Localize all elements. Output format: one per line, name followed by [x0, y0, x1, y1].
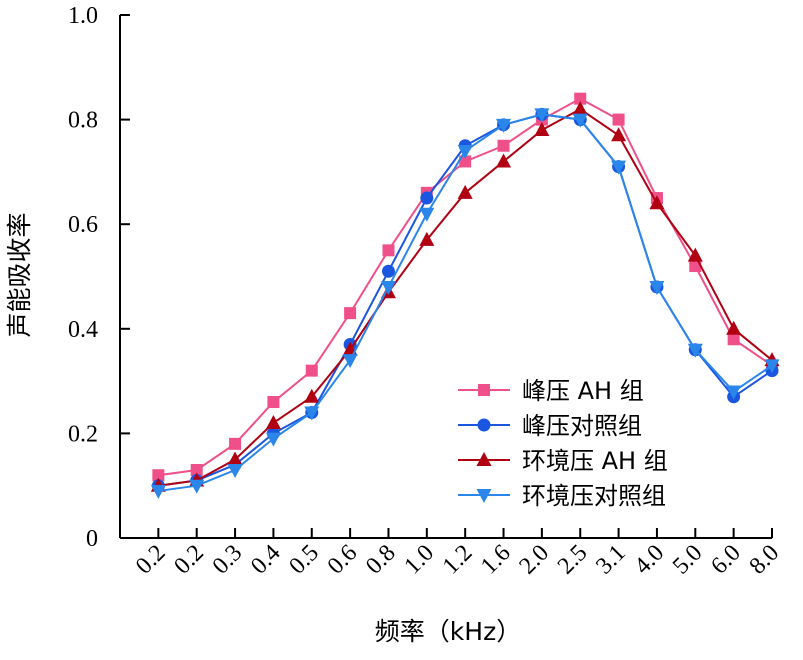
series-line [158, 113, 773, 487]
y-axis-title: 声能吸收率 [5, 212, 34, 337]
data-point [726, 385, 742, 400]
data-point [727, 333, 740, 346]
data-point [497, 139, 510, 152]
data-point [459, 155, 472, 168]
data-point [611, 160, 627, 175]
x-tick-label: 0.3 [208, 540, 248, 580]
data-point [419, 231, 435, 246]
data-point [611, 127, 627, 142]
y-tick-label: 0.4 [68, 317, 98, 343]
data-point [687, 343, 703, 358]
x-tick-label: 0.8 [361, 540, 401, 580]
data-point [649, 195, 665, 210]
data-point [265, 432, 281, 447]
data-point [342, 354, 358, 369]
data-point [382, 244, 395, 257]
series-line [158, 113, 773, 492]
data-point [229, 437, 242, 450]
data-point [574, 92, 587, 105]
data-point [304, 406, 320, 421]
y-tick-label: 0.6 [68, 212, 98, 238]
y-tick-label: 0.2 [68, 421, 98, 447]
x-tick-label: 1.0 [399, 540, 439, 580]
x-tick-label: 0.4 [246, 540, 286, 580]
data-point [344, 307, 357, 320]
x-tick-label: 1.6 [476, 540, 516, 580]
x-axis-ticks: 0.20.20.30.40.50.60.81.01.21.62.02.53.14… [131, 528, 784, 579]
data-point [534, 122, 550, 137]
x-tick-label: 3.1 [591, 540, 631, 580]
x-tick-label: 1.2 [438, 540, 478, 580]
data-point [649, 280, 665, 295]
data-point [420, 191, 434, 205]
legend-label: 峰压对照组 [522, 412, 642, 440]
data-point [190, 464, 203, 477]
x-tick-label: 0.2 [131, 540, 171, 580]
legend-item: 环境压对照组 [458, 482, 666, 510]
data-point [380, 280, 396, 295]
data-point [496, 118, 512, 133]
data-point [227, 464, 243, 479]
legend-item: 峰压对照组 [458, 412, 642, 440]
data-point [189, 479, 205, 494]
data-point [687, 247, 703, 262]
data-point [304, 388, 320, 403]
data-point [496, 153, 512, 168]
data-point [152, 469, 165, 482]
y-tick-label: 0.8 [68, 108, 98, 134]
data-point [764, 359, 780, 374]
x-tick-label: 2.5 [553, 540, 593, 580]
x-axis-title: 频率（kHz） [375, 617, 521, 646]
data-point [476, 452, 492, 466]
legend-label: 环境压 AH 组 [522, 447, 668, 475]
data-point [150, 484, 166, 499]
y-tick-label: 1.0 [68, 3, 98, 29]
data-point [267, 396, 280, 409]
data-point [227, 451, 243, 466]
data-point [726, 320, 742, 335]
x-tick-label: 0.2 [169, 540, 209, 580]
data-point [612, 113, 625, 126]
data-point [305, 364, 318, 377]
x-tick-label: 4.0 [630, 540, 670, 580]
x-tick-label: 2.0 [515, 540, 555, 580]
legend-item: 环境压 AH 组 [458, 447, 668, 475]
data-point [476, 489, 492, 503]
axes [119, 15, 772, 539]
x-tick-label: 8.0 [745, 540, 785, 580]
data-point [457, 144, 473, 159]
x-tick-label: 6.0 [706, 540, 746, 580]
legend-item: 峰压 AH 组 [458, 377, 644, 405]
data-point [478, 384, 490, 396]
data-point [534, 108, 550, 123]
series-4 [150, 108, 780, 499]
series-layer [150, 92, 780, 499]
data-point [265, 414, 281, 429]
data-point [457, 184, 473, 199]
x-tick-label: 0.6 [323, 540, 363, 580]
x-tick-label: 5.0 [668, 540, 708, 580]
y-axis-ticks: 0 0.2 0.4 0.6 0.8 1.0 [68, 3, 130, 552]
data-point [572, 101, 588, 116]
data-point [419, 207, 435, 222]
y-tick-label: 0 [86, 526, 98, 552]
legend-label: 峰压 AH 组 [522, 377, 644, 405]
data-point [381, 264, 395, 278]
legend-label: 环境压对照组 [522, 482, 666, 510]
data-point [572, 113, 588, 128]
data-point [477, 418, 491, 432]
x-tick-label: 0.5 [284, 540, 324, 580]
